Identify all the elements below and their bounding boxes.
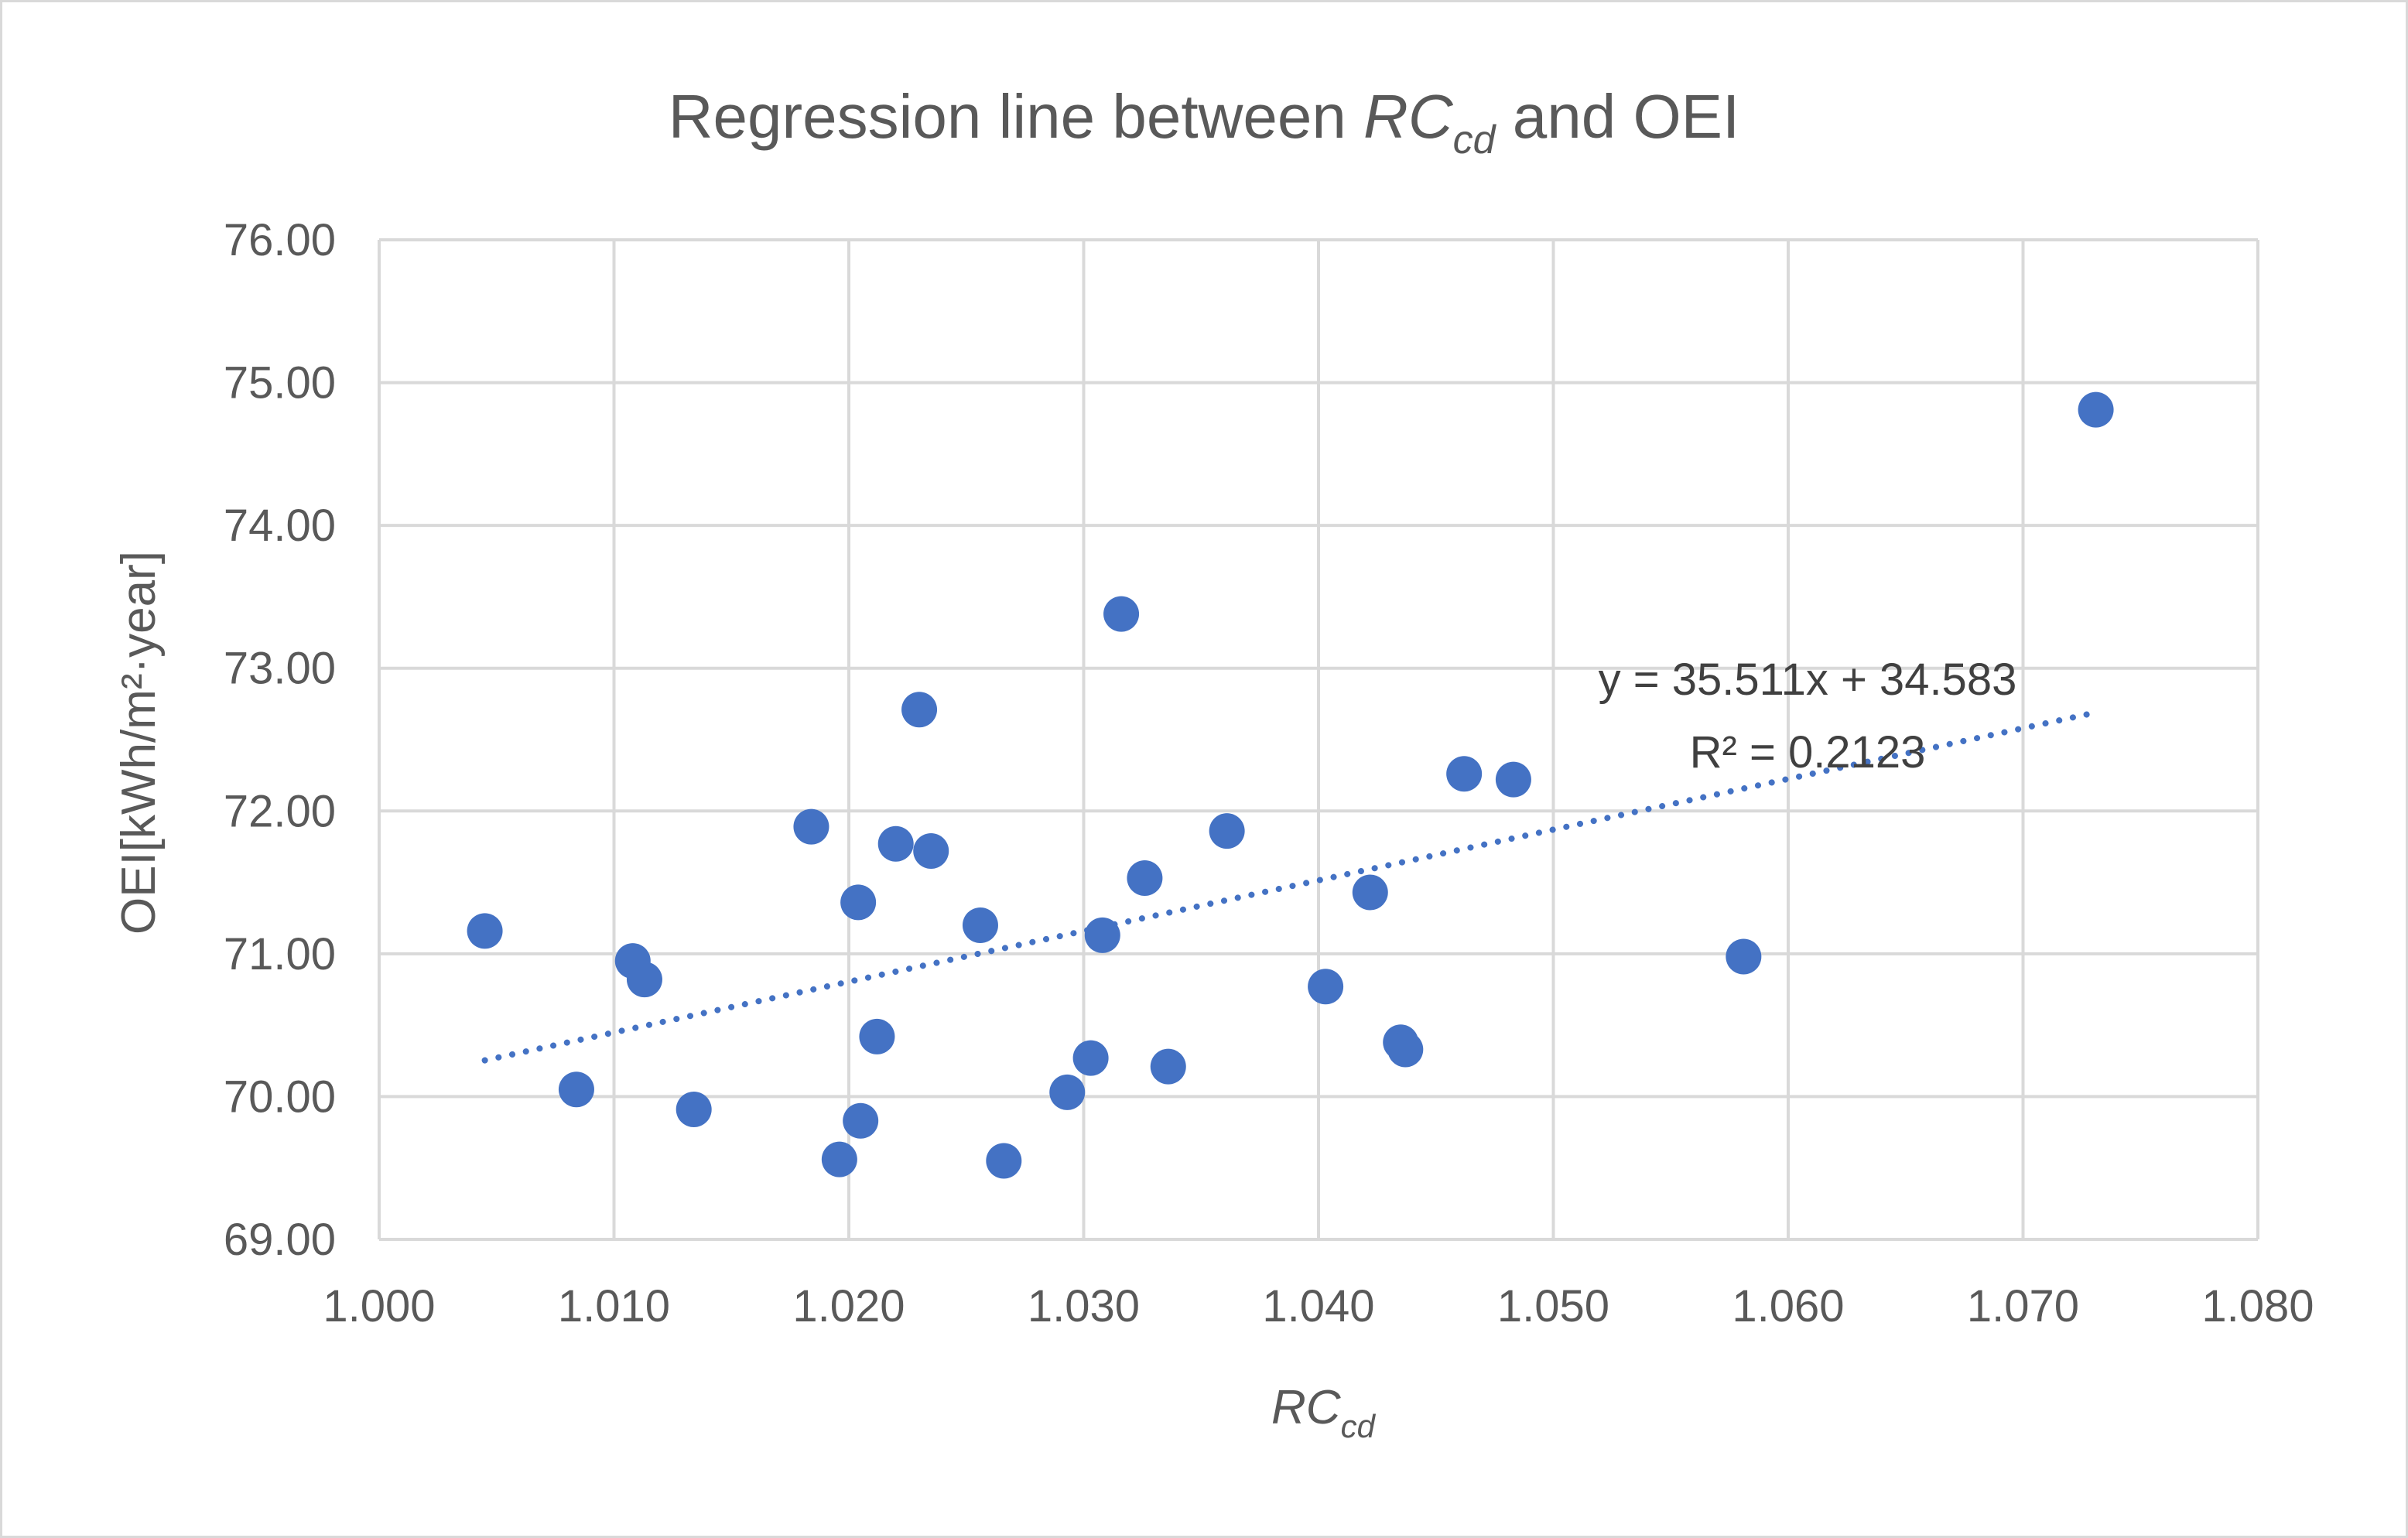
x-axis-title-sub: cd	[1341, 1408, 1377, 1444]
data-point	[1084, 917, 1120, 953]
title-suffix: and OEI	[1496, 82, 1740, 151]
data-point	[676, 1092, 712, 1128]
x-tick-label: 1.020	[792, 1281, 905, 1331]
data-point	[793, 808, 829, 845]
x-tick-label: 1.060	[1732, 1281, 1844, 1331]
y-axis-ticks: 69.00 70.00 71.00 72.00 73.00 74.00 75.00 76.00	[224, 215, 336, 1265]
data-point	[840, 884, 877, 921]
data-point	[1446, 756, 1483, 792]
y-tick-label: 76.00	[224, 215, 336, 265]
trendline	[481, 709, 2099, 1064]
data-point	[1352, 874, 1388, 911]
data-point	[1103, 596, 1140, 632]
data-point	[986, 1143, 1022, 1179]
trendline-group	[481, 709, 2099, 1064]
data-point	[1049, 1074, 1086, 1110]
data-point	[1387, 1031, 1424, 1068]
data-point	[1726, 938, 1762, 975]
data-point	[1209, 813, 1245, 849]
y-tick-label: 70.00	[224, 1071, 336, 1122]
title-var-main: RC	[1363, 82, 1454, 151]
x-tick-label: 1.050	[1497, 1281, 1609, 1331]
y-tick-label: 71.00	[224, 929, 336, 979]
data-point	[2078, 391, 2114, 428]
x-tick-label: 1.000	[323, 1281, 435, 1331]
gridlines	[378, 238, 2259, 1241]
data-point	[1495, 761, 1531, 798]
y-tick-label: 73.00	[224, 644, 336, 694]
data-point	[859, 1018, 895, 1054]
x-tick-label: 1.070	[1967, 1281, 2079, 1331]
y-axis-title: OEI[kWh/m²·year]	[112, 551, 166, 935]
chart-title: Regression line between RCcd and OEI	[669, 82, 1740, 162]
y-tick-label: 74.00	[224, 501, 336, 551]
data-point	[1150, 1048, 1186, 1085]
trendline-r-squared: R² = 0.2123	[1690, 727, 1926, 778]
data-point	[558, 1071, 594, 1108]
data-point	[877, 825, 914, 862]
data-point	[1072, 1040, 1109, 1076]
x-axis-ticks: 1.000 1.010 1.020 1.030 1.040 1.050 1.060 1.070…	[323, 1281, 2314, 1331]
data-point	[913, 832, 949, 869]
data-point	[901, 692, 938, 728]
x-tick-label: 1.010	[558, 1281, 670, 1331]
title-prefix: Regression line between	[669, 82, 1363, 151]
x-tick-label: 1.030	[1028, 1281, 1140, 1331]
data-point	[821, 1141, 857, 1177]
data-point	[626, 962, 662, 998]
data-points	[467, 391, 2114, 1179]
x-axis-title: RCcd	[1271, 1381, 1377, 1444]
y-tick-label: 72.00	[224, 786, 336, 836]
data-point	[843, 1102, 879, 1139]
x-tick-label: 1.040	[1262, 1281, 1374, 1331]
data-point	[1127, 860, 1163, 897]
data-point	[1308, 969, 1344, 1005]
x-axis-title-main: RC	[1271, 1381, 1342, 1434]
y-tick-label: 69.00	[224, 1215, 336, 1265]
title-var-sub: cd	[1453, 118, 1497, 162]
data-point	[467, 913, 503, 949]
data-point	[962, 907, 998, 943]
x-tick-label: 1.080	[2201, 1281, 2314, 1331]
y-tick-label: 75.00	[224, 358, 336, 408]
trendline-equation: y = 35.511x + 34.583	[1599, 655, 2017, 705]
